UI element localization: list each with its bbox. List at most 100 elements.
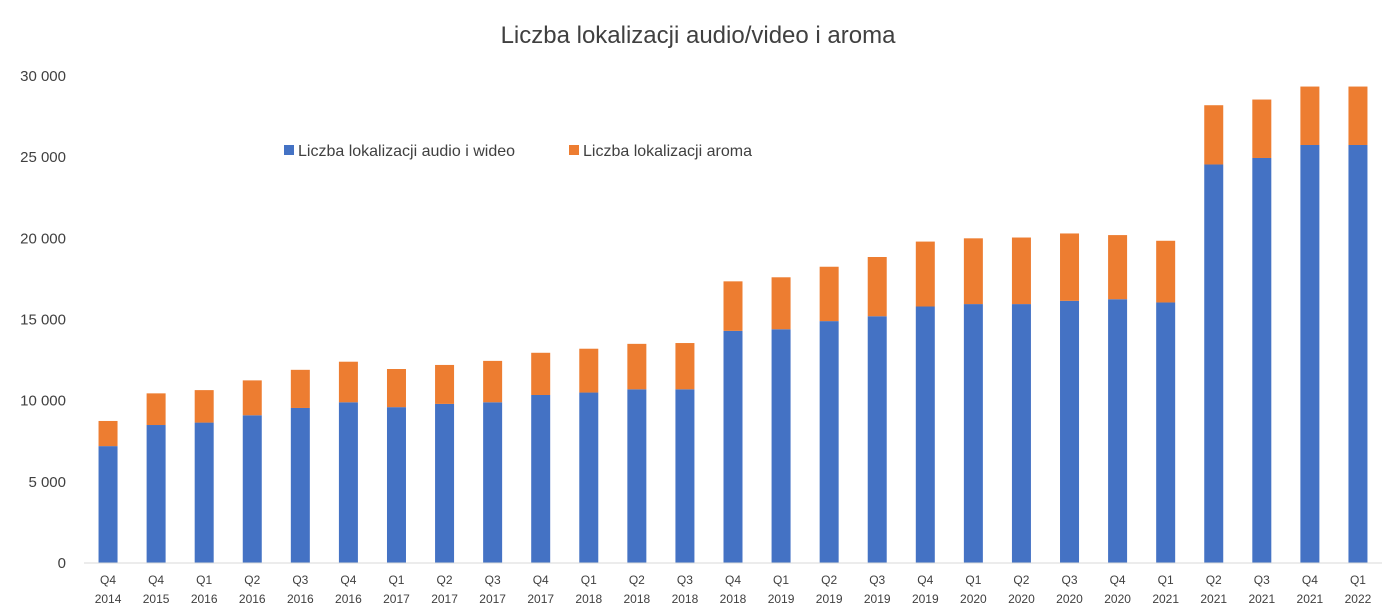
- legend-swatch: [569, 145, 579, 155]
- x-tick-year: 2020: [1056, 592, 1083, 606]
- x-tick-year: 2016: [239, 592, 266, 606]
- bar-aroma: [723, 281, 743, 331]
- x-tick-quarter: Q1: [1350, 573, 1366, 587]
- x-tick-year: 2017: [527, 592, 554, 606]
- bar-aroma: [915, 241, 935, 307]
- bar-aroma: [146, 393, 166, 426]
- bar-audio-video: [579, 392, 599, 563]
- bar-aroma: [1348, 86, 1368, 145]
- bar-aroma: [435, 364, 455, 404]
- bar-audio-video: [819, 321, 839, 563]
- x-tick-quarter: Q3: [869, 573, 885, 587]
- x-tick-quarter: Q3: [1062, 573, 1078, 587]
- legend-swatch: [284, 145, 294, 155]
- y-axis: 0 5 000 10 000 15 000 20 000 25 000 30 000: [20, 68, 66, 572]
- x-tick-quarter: Q3: [485, 573, 501, 587]
- bar-aroma: [1060, 233, 1080, 301]
- chart-title: Liczba lokalizacji audio/video i aroma: [501, 22, 897, 49]
- bar-audio-video: [1060, 300, 1080, 563]
- x-tick-quarter: Q2: [437, 573, 453, 587]
- bar-aroma: [675, 343, 695, 390]
- x-tick-quarter: Q3: [677, 573, 693, 587]
- bar-aroma: [1204, 105, 1224, 165]
- x-tick-year: 2021: [1297, 592, 1324, 606]
- bar-audio-video: [290, 407, 310, 563]
- x-tick-year: 2018: [720, 592, 747, 606]
- bar-audio-video: [915, 306, 935, 563]
- bar-aroma: [963, 238, 983, 305]
- y-tick-label: 5 000: [28, 474, 66, 491]
- y-tick-label: 10 000: [20, 393, 66, 410]
- x-tick-year: 2018: [623, 592, 650, 606]
- bar-audio-video: [867, 316, 887, 563]
- bar-aroma: [242, 380, 262, 416]
- x-tick-quarter: Q2: [821, 573, 837, 587]
- x-tick-quarter: Q2: [244, 573, 260, 587]
- bar-aroma: [338, 361, 358, 403]
- bar-series-group: [98, 86, 1368, 564]
- x-tick-quarter: Q4: [533, 573, 549, 587]
- x-tick-year: 2019: [912, 592, 939, 606]
- bar-audio-video: [1252, 157, 1272, 564]
- bar-aroma: [819, 266, 839, 322]
- x-tick-quarter: Q1: [773, 573, 789, 587]
- bar-audio-video: [242, 415, 262, 563]
- bar-aroma: [98, 420, 118, 447]
- x-tick-quarter: Q3: [292, 573, 308, 587]
- bar-audio-video: [98, 446, 118, 563]
- x-tick-year: 2014: [95, 592, 122, 606]
- bar-audio-video: [483, 402, 503, 563]
- bar-audio-video: [675, 389, 695, 563]
- x-tick-year: 2021: [1248, 592, 1275, 606]
- x-tick-year: 2021: [1152, 592, 1179, 606]
- bar-aroma: [867, 257, 887, 317]
- y-tick-label: 20 000: [20, 230, 66, 247]
- x-axis: Q4 2014 Q4 2015 Q1 2016 Q2 2016 Q3 2016 Q4 2016 Q1 20…: [95, 573, 1372, 606]
- bar-aroma: [1011, 237, 1031, 305]
- bar-aroma: [194, 390, 214, 423]
- x-tick-year: 2016: [335, 592, 362, 606]
- y-tick-label: 30 000: [20, 68, 66, 85]
- bar-audio-video: [627, 389, 647, 563]
- x-tick-year: 2022: [1345, 592, 1372, 606]
- x-tick-quarter: Q2: [629, 573, 645, 587]
- x-tick-year: 2019: [816, 592, 843, 606]
- bar-audio-video: [338, 402, 358, 563]
- bar-audio-video: [1156, 302, 1176, 563]
- bar-audio-video: [1300, 144, 1320, 564]
- x-tick-year: 2016: [191, 592, 218, 606]
- x-tick-quarter: Q1: [1158, 573, 1174, 587]
- x-tick-quarter: Q4: [148, 573, 164, 587]
- bar-aroma: [579, 348, 599, 393]
- x-tick-quarter: Q1: [581, 573, 597, 587]
- bar-aroma: [1156, 240, 1176, 303]
- x-tick-quarter: Q4: [100, 573, 116, 587]
- x-tick-year: 2019: [864, 592, 891, 606]
- legend-entry-label: Liczba lokalizacji audio i wideo: [298, 143, 515, 160]
- bar-audio-video: [194, 422, 214, 563]
- x-tick-year: 2018: [672, 592, 699, 606]
- x-tick-quarter: Q1: [196, 573, 212, 587]
- x-tick-quarter: Q2: [1013, 573, 1029, 587]
- x-tick-year: 2016: [287, 592, 314, 606]
- bar-audio-video: [723, 330, 743, 563]
- x-tick-year: 2017: [431, 592, 458, 606]
- x-tick-year: 2021: [1200, 592, 1227, 606]
- bar-audio-video: [146, 425, 166, 563]
- x-tick-year: 2020: [1104, 592, 1131, 606]
- y-tick-label: 25 000: [20, 149, 66, 166]
- bar-audio-video: [435, 403, 455, 563]
- bar-audio-video: [1204, 164, 1224, 563]
- x-tick-quarter: Q4: [1110, 573, 1126, 587]
- bar-aroma: [290, 369, 310, 408]
- x-tick-quarter: Q1: [965, 573, 981, 587]
- x-tick-quarter: Q2: [1206, 573, 1222, 587]
- legend-entry-label: Liczba lokalizacji aroma: [583, 143, 752, 160]
- bar-audio-video: [1011, 304, 1031, 563]
- bar-audio-video: [771, 329, 791, 563]
- x-tick-quarter: Q4: [340, 573, 356, 587]
- x-tick-year: 2019: [768, 592, 795, 606]
- bar-audio-video: [531, 394, 551, 563]
- bar-aroma: [1108, 235, 1128, 300]
- x-tick-quarter: Q4: [725, 573, 741, 587]
